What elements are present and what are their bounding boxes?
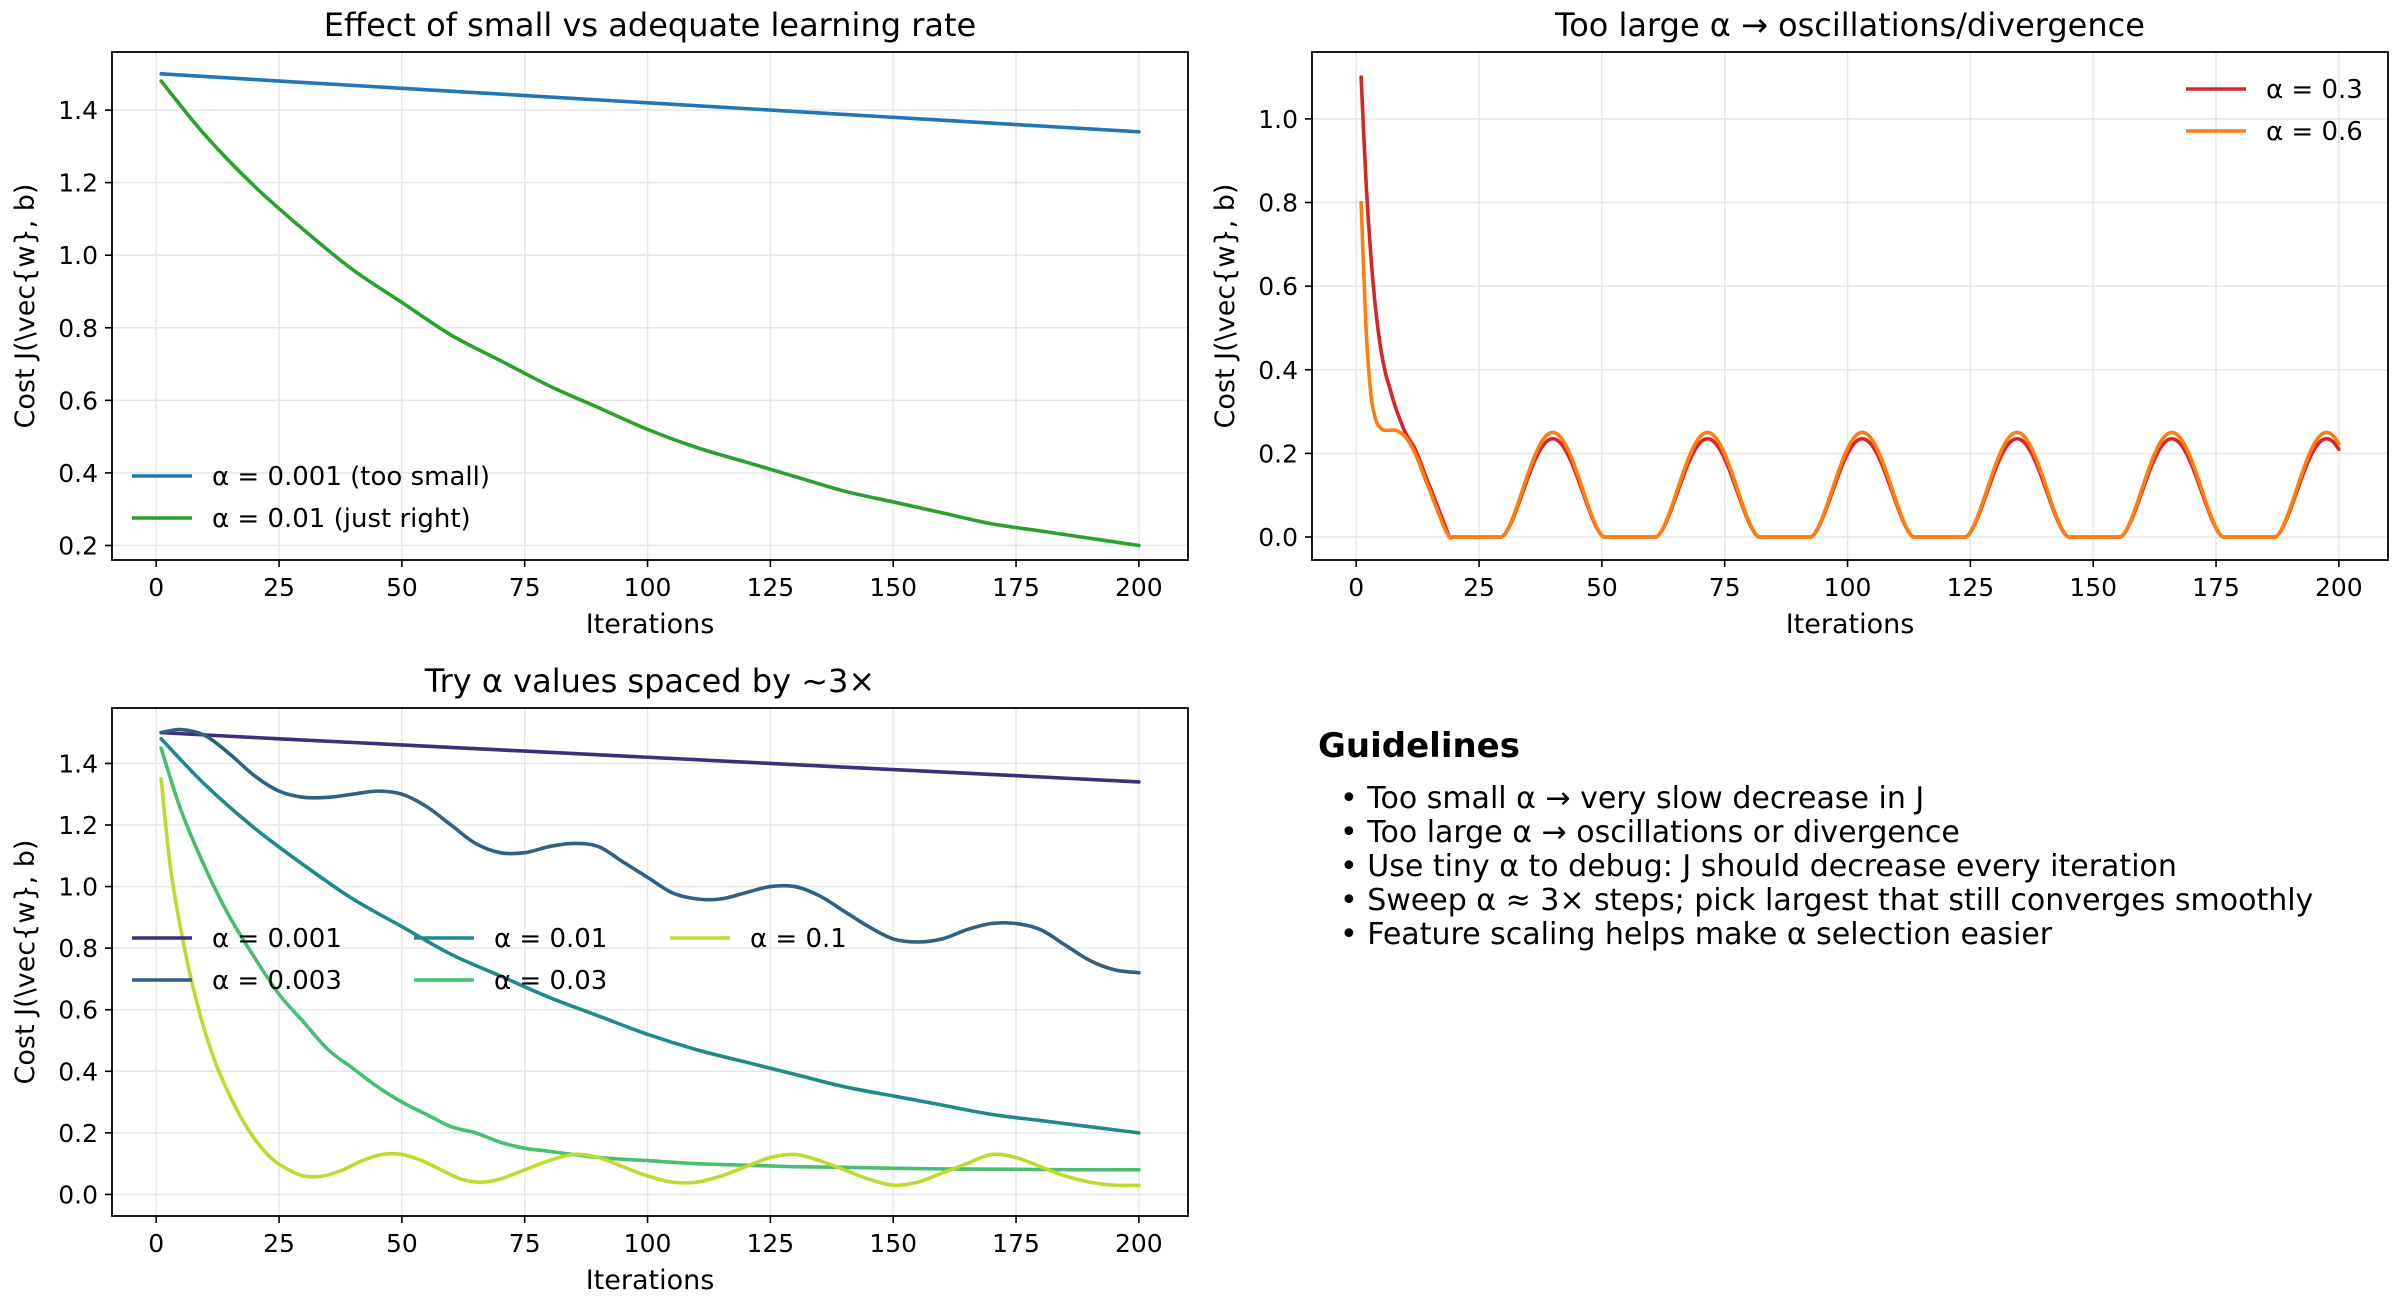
legend-label: α = 0.01 (just right) (212, 504, 471, 534)
y-tick-label: 1.2 (58, 811, 98, 840)
y-tick-label: 0.2 (1258, 439, 1298, 468)
y-axis-label: Cost J(\vec{w}, b) (1210, 184, 1241, 429)
x-tick-label: 200 (1115, 1229, 1163, 1258)
series-line-4 (159, 746, 1141, 1172)
guideline-item-1: • Too small α → very slow decrease in J (1340, 781, 1924, 816)
x-tick-label: 50 (1586, 573, 1618, 602)
x-tick-label: 75 (1709, 573, 1741, 602)
legend: α = 0.001 (too small) α = 0.01 (just righ… (132, 462, 490, 534)
legend-label: α = 0.03 (494, 966, 607, 996)
legend-label: α = 0.1 (750, 924, 847, 954)
y-tick-label: 1.4 (58, 749, 98, 778)
y-axis-label: Cost J(\vec{w}, b) (10, 840, 41, 1085)
y-axis-label: Cost J(\vec{w}, b) (10, 184, 41, 429)
x-tick-label: 125 (747, 1229, 795, 1258)
series-line-2 (159, 727, 1141, 975)
x-tick-label: 50 (386, 1229, 418, 1258)
guideline-item-3: • Use tiny α to debug: J should decrease… (1340, 849, 2177, 884)
legend-label: α = 0.3 (2266, 75, 2363, 105)
y-tick-label: 0.2 (58, 531, 98, 560)
x-tick-label: 125 (747, 573, 795, 602)
y-tick-label: 1.0 (58, 241, 98, 270)
legend: α = 0.3 α = 0.6 (2186, 75, 2363, 147)
series-group (159, 727, 1141, 1188)
series-line-2 (1359, 200, 2341, 540)
series-group (159, 71, 1141, 548)
x-tick-label: 75 (509, 1229, 541, 1258)
chart-title: Effect of small vs adequate learning rat… (324, 6, 976, 44)
panel-large-alpha: 0 25 50 75 100 125 150 175 200 0.0 0.2 0.4 0.6 0.8 1.0… (1210, 6, 2389, 640)
x-tick-label: 50 (386, 573, 418, 602)
y-tick-label: 0.6 (1258, 272, 1298, 301)
y-tick-label: 0.6 (58, 386, 98, 415)
x-tick-label: 25 (263, 573, 295, 602)
guidelines-title: Guidelines (1318, 726, 1520, 766)
series-line-2 (159, 79, 1141, 548)
y-tick-label: 0.8 (58, 314, 98, 343)
y-tick-label: 1.0 (1258, 105, 1298, 134)
y-tick-label: 0.2 (58, 1119, 98, 1148)
series-line-1 (1359, 75, 2341, 540)
x-tick-label: 100 (624, 573, 672, 602)
series-line-1 (159, 730, 1141, 784)
x-tick-label: 25 (1463, 573, 1495, 602)
guideline-item-4: • Sweep α ≈ 3× steps; pick largest that … (1340, 883, 2313, 918)
y-tick-label: 0.4 (58, 1057, 98, 1086)
x-tick-label: 175 (2192, 573, 2240, 602)
x-tick-label: 175 (992, 573, 1040, 602)
x-axis-label: Iterations (1786, 609, 1915, 640)
y-tick-label: 1.2 (58, 169, 98, 198)
panel-learning-rate-compare: 0 25 50 75 100 125 150 175 200 0.2 0.4 0.6 0.8 1.0 1.2… (10, 6, 1189, 640)
x-tick-label: 0 (148, 1229, 164, 1258)
legend: α = 0.001 α = 0.003 α = 0.01 α = 0.03 α = 0.… (132, 924, 847, 996)
legend-label: α = 0.01 (494, 924, 607, 954)
x-tick-label: 100 (624, 1229, 672, 1258)
y-tick-label: 1.4 (58, 96, 98, 125)
y-tick-label: 0.0 (58, 1180, 98, 1209)
y-tick-label: 0.0 (1258, 523, 1298, 552)
x-tick-label: 25 (263, 1229, 295, 1258)
series-line-1 (159, 71, 1141, 134)
guideline-item-2: • Too large α → oscillations or divergen… (1340, 815, 1960, 850)
x-tick-label: 0 (148, 573, 164, 602)
y-tick-label: 0.6 (58, 996, 98, 1025)
series-line-3 (159, 736, 1141, 1135)
x-axis-label: Iterations (586, 1265, 715, 1296)
legend-label: α = 0.6 (2266, 117, 2363, 147)
x-tick-label: 100 (1824, 573, 1872, 602)
legend-label: α = 0.003 (212, 966, 342, 996)
x-tick-label: 150 (869, 573, 917, 602)
legend-label: α = 0.001 (212, 924, 342, 954)
plot-frame (111, 51, 1189, 561)
guidelines-box: Guidelines • Too small α → very slow dec… (1318, 726, 2313, 952)
x-tick-label: 200 (1115, 573, 1163, 602)
x-tick-label: 75 (509, 573, 541, 602)
x-tick-label: 125 (1947, 573, 1995, 602)
x-tick-label: 0 (1348, 573, 1364, 602)
series-line-5 (159, 777, 1141, 1188)
y-tick-label: 0.8 (58, 934, 98, 963)
guideline-item-5: • Feature scaling helps make α selection… (1340, 917, 2053, 952)
y-tick-label: 0.8 (1258, 189, 1298, 218)
grid (112, 52, 1188, 560)
series-group (1359, 75, 2341, 540)
x-tick-label: 175 (992, 1229, 1040, 1258)
x-tick-label: 200 (2315, 573, 2363, 602)
y-tick-label: 1.0 (58, 873, 98, 902)
legend-label: α = 0.001 (too small) (212, 462, 490, 492)
plot-frame (1311, 51, 2389, 561)
plot-frame (111, 707, 1189, 1217)
panel-alpha-sweep: 0 25 50 75 100 125 150 175 200 0.0 0.2 0.4 0.6 0.8 1.0… (10, 662, 1189, 1296)
y-tick-label: 0.4 (58, 459, 98, 488)
x-axis-label: Iterations (586, 609, 715, 640)
x-tick-label: 150 (2069, 573, 2117, 602)
chart-title: Try α values spaced by ~3× (424, 662, 875, 700)
y-tick-label: 0.4 (1258, 356, 1298, 385)
x-tick-label: 150 (869, 1229, 917, 1258)
chart-title: Too large α → oscillations/divergence (1554, 6, 2145, 44)
